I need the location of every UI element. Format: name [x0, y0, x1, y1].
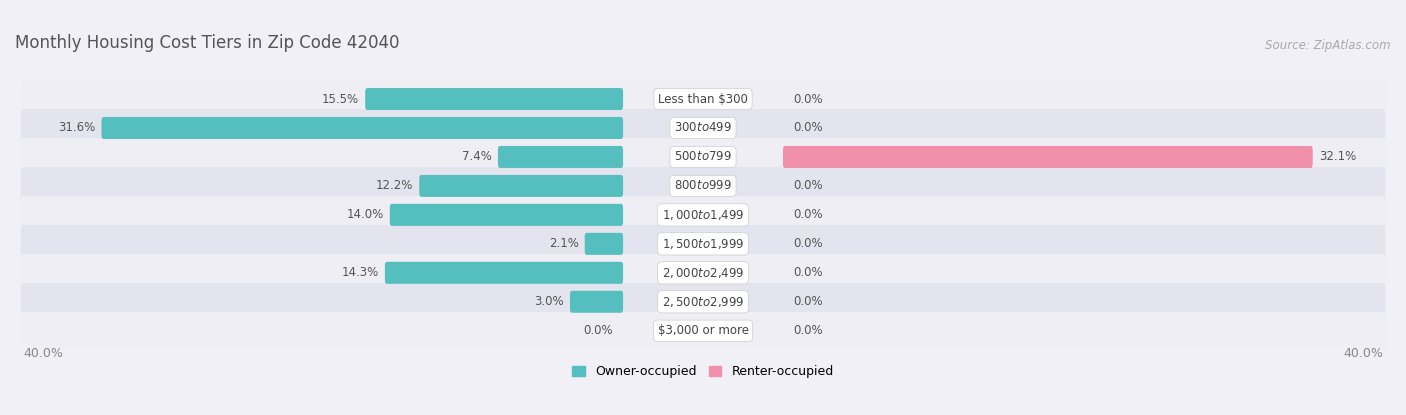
- Text: Monthly Housing Cost Tiers in Zip Code 42040: Monthly Housing Cost Tiers in Zip Code 4…: [15, 34, 399, 52]
- FancyBboxPatch shape: [569, 291, 623, 313]
- Text: $2,000 to $2,499: $2,000 to $2,499: [662, 266, 744, 280]
- Text: 12.2%: 12.2%: [375, 179, 413, 193]
- Text: 7.4%: 7.4%: [461, 151, 492, 164]
- Text: $300 to $499: $300 to $499: [673, 122, 733, 134]
- Text: 14.3%: 14.3%: [342, 266, 378, 279]
- Text: 31.6%: 31.6%: [58, 122, 96, 134]
- Text: 0.0%: 0.0%: [793, 208, 823, 221]
- FancyBboxPatch shape: [21, 109, 1385, 147]
- Text: 14.0%: 14.0%: [346, 208, 384, 221]
- FancyBboxPatch shape: [585, 233, 623, 255]
- Text: 0.0%: 0.0%: [583, 324, 613, 337]
- Text: Source: ZipAtlas.com: Source: ZipAtlas.com: [1265, 39, 1391, 52]
- Text: 32.1%: 32.1%: [1319, 151, 1357, 164]
- Legend: Owner-occupied, Renter-occupied: Owner-occupied, Renter-occupied: [572, 365, 834, 378]
- Text: 0.0%: 0.0%: [793, 179, 823, 193]
- Text: 3.0%: 3.0%: [534, 295, 564, 308]
- FancyBboxPatch shape: [21, 312, 1385, 349]
- Text: $2,500 to $2,999: $2,500 to $2,999: [662, 295, 744, 309]
- FancyBboxPatch shape: [21, 80, 1385, 118]
- FancyBboxPatch shape: [385, 262, 623, 284]
- FancyBboxPatch shape: [389, 204, 623, 226]
- Text: 0.0%: 0.0%: [793, 266, 823, 279]
- FancyBboxPatch shape: [21, 138, 1385, 176]
- Text: 40.0%: 40.0%: [1343, 347, 1384, 360]
- Text: 2.1%: 2.1%: [548, 237, 578, 250]
- Text: $800 to $999: $800 to $999: [673, 179, 733, 193]
- Text: $1,500 to $1,999: $1,500 to $1,999: [662, 237, 744, 251]
- Text: 0.0%: 0.0%: [793, 122, 823, 134]
- FancyBboxPatch shape: [21, 225, 1385, 263]
- FancyBboxPatch shape: [101, 117, 623, 139]
- Text: 15.5%: 15.5%: [322, 93, 359, 105]
- Text: 0.0%: 0.0%: [793, 93, 823, 105]
- FancyBboxPatch shape: [783, 146, 1313, 168]
- Text: 0.0%: 0.0%: [793, 324, 823, 337]
- FancyBboxPatch shape: [498, 146, 623, 168]
- FancyBboxPatch shape: [366, 88, 623, 110]
- FancyBboxPatch shape: [21, 254, 1385, 292]
- Text: $500 to $799: $500 to $799: [673, 151, 733, 164]
- FancyBboxPatch shape: [21, 167, 1385, 205]
- Text: 0.0%: 0.0%: [793, 237, 823, 250]
- Text: Less than $300: Less than $300: [658, 93, 748, 105]
- FancyBboxPatch shape: [21, 196, 1385, 234]
- Text: $3,000 or more: $3,000 or more: [658, 324, 748, 337]
- Text: 40.0%: 40.0%: [22, 347, 63, 360]
- FancyBboxPatch shape: [21, 283, 1385, 321]
- Text: 0.0%: 0.0%: [793, 295, 823, 308]
- FancyBboxPatch shape: [419, 175, 623, 197]
- Text: $1,000 to $1,499: $1,000 to $1,499: [662, 208, 744, 222]
